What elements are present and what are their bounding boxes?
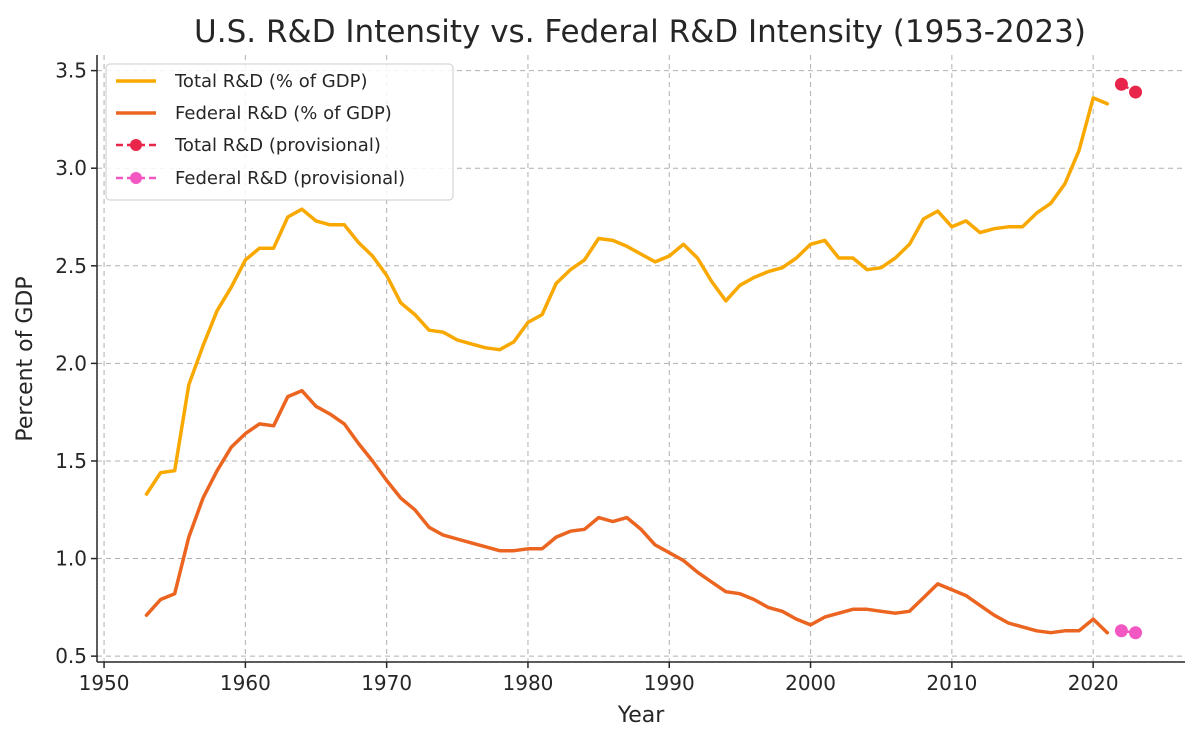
data-point-total-r-d-provisional [1114, 77, 1128, 91]
legend-label-total: Total R&D (% of GDP) [174, 71, 368, 92]
series-line-total-r-d-of-gdp [144, 96, 1110, 496]
legend-entry-federal: Federal R&D (% of GDP) [116, 103, 392, 124]
legend-marker-total-provisional [130, 139, 142, 151]
data-point-total-r-d-provisional [1129, 85, 1143, 99]
legend-frame [105, 63, 454, 201]
legend-entry-federal-provisional: Federal R&D (provisional) [116, 168, 405, 189]
y-tick-label: 3.0 [55, 156, 87, 180]
x-tick-label: 2020 [1068, 671, 1119, 695]
axes [96, 55, 1185, 663]
x-tick-label: 1980 [503, 671, 554, 695]
legend-entry-total-provisional: Total R&D (provisional) [116, 135, 381, 156]
legend-label-federal-provisional: Federal R&D (provisional) [175, 168, 405, 189]
x-tick-label: 1990 [644, 671, 695, 695]
chart-title: U.S. R&D Intensity vs. Federal R&D Inten… [194, 14, 1086, 50]
ticks: 1950 1960 1970 1980 1990 2000 2010 2020 0.5 1.0 1.… [55, 59, 1118, 695]
x-tick-label: 2010 [926, 671, 977, 695]
series-line-federal-r-d-of-gdp [144, 388, 1110, 635]
legend-label-federal: Federal R&D (% of GDP) [175, 103, 392, 124]
y-tick-label: 1.5 [55, 449, 87, 473]
y-tick-label: 1.0 [55, 547, 87, 571]
y-tick-label: 2.0 [55, 351, 87, 375]
y-axis-label: Percent of GDP [13, 276, 38, 441]
legend-marker-federal-provisional [130, 172, 142, 184]
series [144, 77, 1143, 640]
x-tick-label: 2000 [785, 671, 836, 695]
legend-entry-total: Total R&D (% of GDP) [116, 71, 368, 92]
y-tick-label: 0.5 [55, 644, 87, 668]
data-point-federal-r-d-provisional [1114, 624, 1128, 638]
x-tick-label: 1960 [220, 671, 271, 695]
data-point-federal-r-d-provisional [1129, 626, 1143, 640]
x-tick-label: 1950 [79, 671, 130, 695]
x-axis-label: Year [617, 703, 666, 728]
legend: Total R&D (% of GDP) Federal R&D (% of G… [105, 63, 454, 201]
y-tick-label: 3.5 [55, 59, 87, 83]
y-tick-label: 2.5 [55, 254, 87, 278]
legend-label-total-provisional: Total R&D (provisional) [174, 135, 381, 156]
x-tick-label: 1970 [361, 671, 412, 695]
